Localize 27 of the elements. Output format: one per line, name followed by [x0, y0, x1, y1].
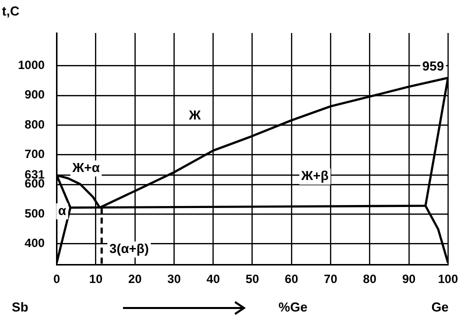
x-tick-label: 60 [284, 272, 298, 286]
x-tick-label: 40 [206, 272, 220, 286]
y-tick-label: 900 [24, 88, 46, 102]
x-tick-label: 50 [246, 272, 260, 286]
annotation: Ж+β [300, 168, 329, 184]
y-axis-title: t,C [2, 4, 20, 19]
x-axis-title: %Ge [278, 300, 308, 315]
y-tick-label: 1000 [18, 58, 46, 72]
y-tick-label: 800 [24, 117, 46, 132]
x-tick-label: 70 [324, 272, 338, 286]
data-label: 959 [422, 58, 444, 74]
y-tick-label: 700 [24, 147, 46, 162]
y-tick-label: 500 [24, 206, 46, 220]
x-tick-label: 80 [363, 272, 377, 286]
x-tick-label: 30 [167, 272, 182, 286]
x-tick-label: 10 [89, 272, 103, 286]
annotation: α [58, 202, 66, 218]
annotation: Ж+α [71, 160, 100, 176]
y-tick-label: 400 [24, 236, 46, 250]
x-tick-label: 20 [128, 272, 142, 286]
text: Ge [431, 300, 449, 315]
text: Sb [12, 300, 28, 315]
x-tick-label: 90 [402, 272, 416, 286]
annotation: Ж [188, 107, 201, 122]
annotation: 3(α+β) [109, 241, 149, 256]
x-tick-label: 100 [438, 272, 458, 286]
x-tick-label: 0 [53, 272, 60, 286]
